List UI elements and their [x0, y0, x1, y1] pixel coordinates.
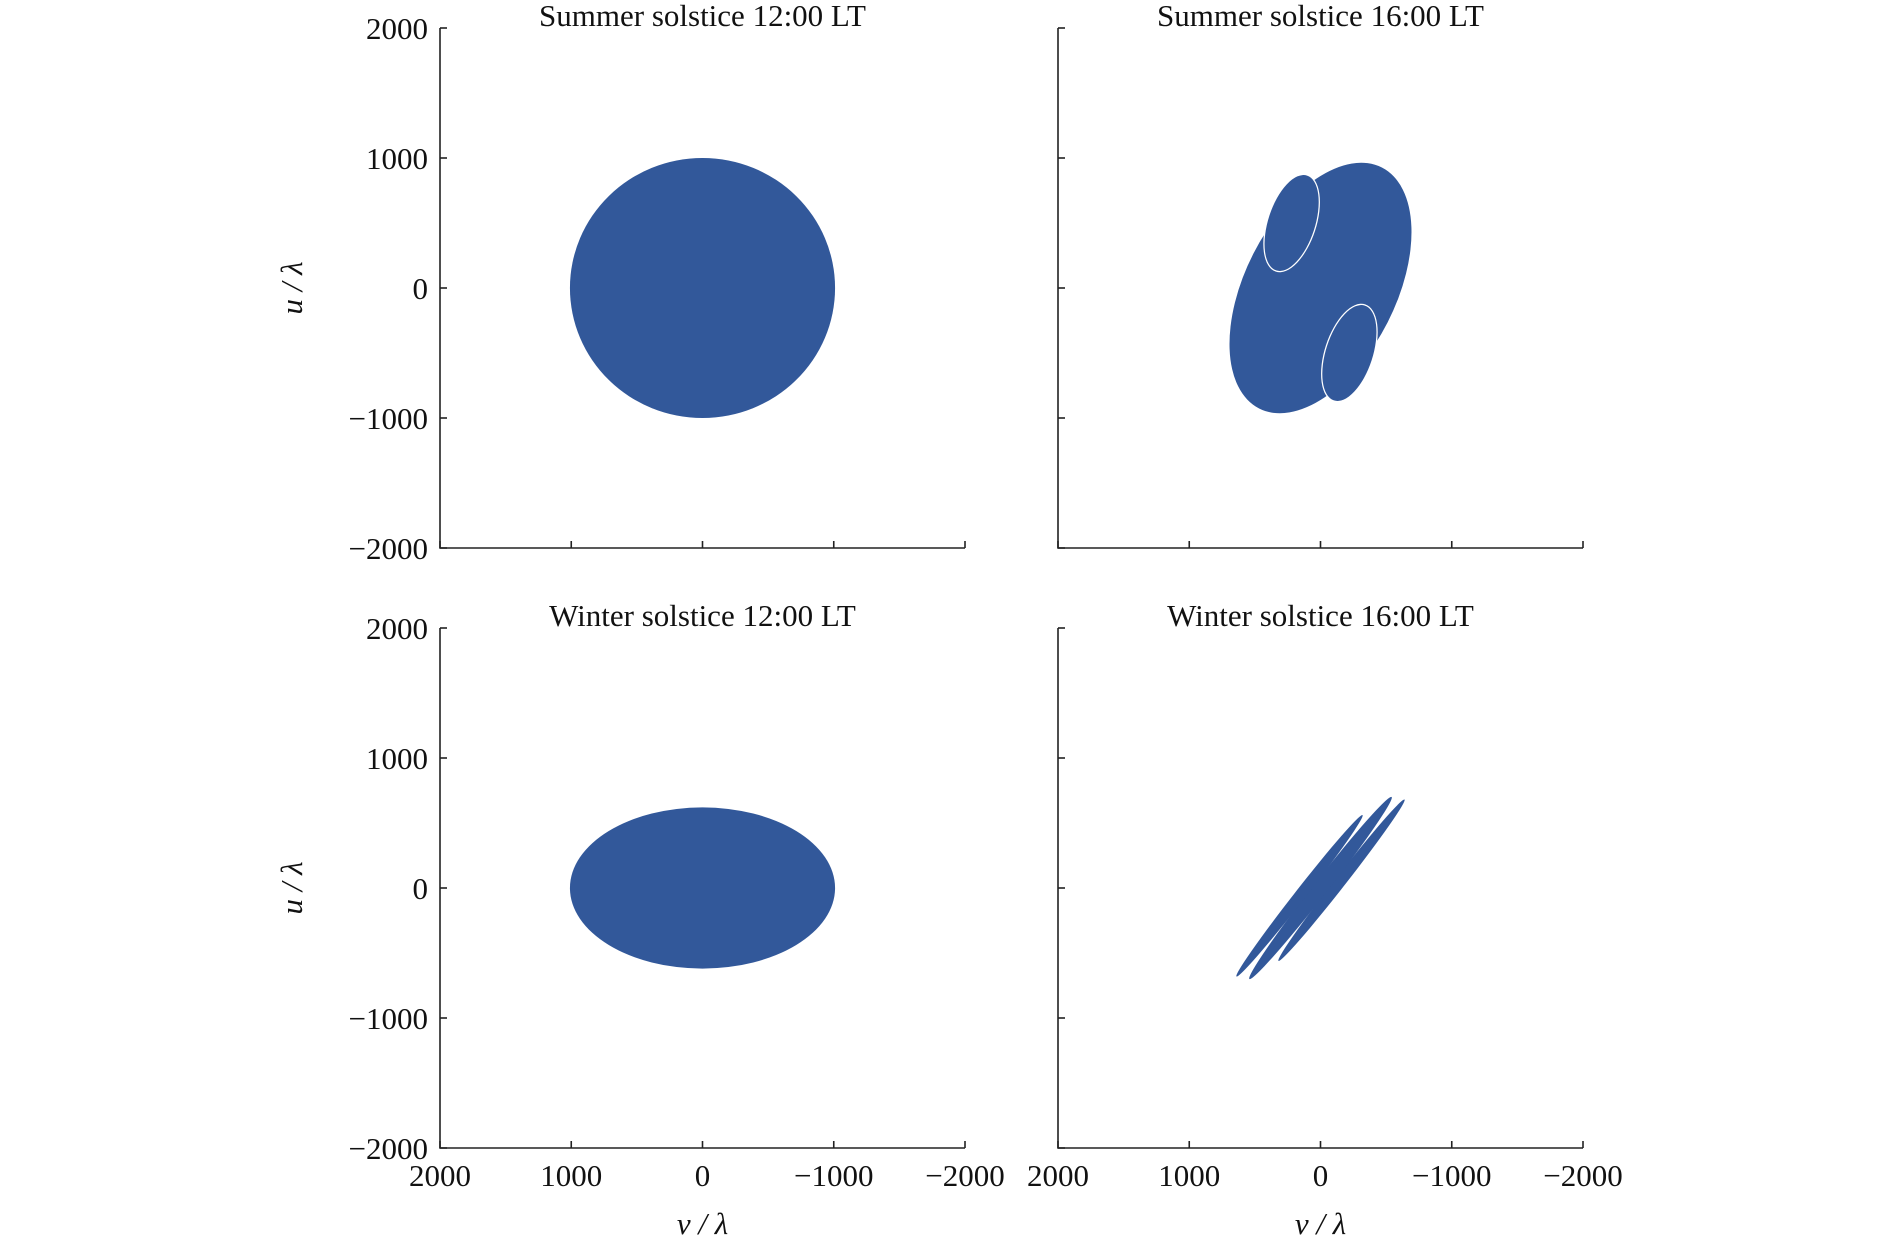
y-tick-label: 1000 [366, 141, 428, 176]
panel-winter-1600: 2000 1000 0 −1000 −2000 Winter solstice 16:00… [1027, 598, 1623, 1241]
y-tick-label: −1000 [349, 401, 428, 436]
panel-title: Summer solstice 12:00 LT [539, 0, 866, 33]
y-tick-label: 0 [413, 871, 429, 906]
coverage-summer-1200 [569, 158, 836, 418]
panels-group: 2000 1000 0 −1000 −2000 Summer solstice 12:00… [274, 0, 1623, 1241]
x-tick-label: 1000 [540, 1158, 602, 1193]
coverage-winter-1600 [1236, 796, 1405, 980]
y-tick-label: −1000 [349, 1001, 428, 1036]
y-tick-label: −2000 [349, 1131, 428, 1166]
y-axis-label: u / λ [274, 261, 309, 314]
uv-coverage-ellipse [569, 158, 836, 418]
coverage-summer-1600 [1229, 162, 1412, 414]
y-tick-label: 0 [413, 271, 429, 306]
panel-title: Winter solstice 12:00 LT [549, 598, 856, 633]
y-tick-label: 2000 [366, 611, 428, 646]
y-tick-label: 2000 [366, 11, 428, 46]
uv-coverage-band-3 [1236, 815, 1363, 977]
panel-summer-1600: Summer solstice 16:00 LT [1057, 0, 1584, 549]
coverage-winter-1200 [569, 807, 836, 969]
y-axis-label: u / λ [274, 861, 309, 914]
coverage-lobe-1 [1264, 175, 1319, 271]
x-tick-label: −1000 [1412, 1158, 1491, 1193]
x-axis-label: v / λ [1295, 1206, 1346, 1241]
uv-coverage-band-1 [1278, 799, 1405, 961]
y-tick-label: −2000 [349, 531, 428, 566]
x-tick-label: 2000 [409, 1158, 471, 1193]
x-tick-label: −2000 [1543, 1158, 1622, 1193]
uv-coverage-band-2 [1249, 796, 1392, 980]
coverage-lobe-2 [1322, 305, 1377, 401]
x-tick-label: −2000 [925, 1158, 1004, 1193]
panel-summer-1200: 2000 1000 0 −1000 −2000 Summer solstice 12:00… [274, 0, 966, 566]
x-tick-label: −1000 [794, 1158, 873, 1193]
panel-title: Summer solstice 16:00 LT [1157, 0, 1484, 33]
x-tick-label: 0 [695, 1158, 711, 1193]
x-tick-label: 2000 [1027, 1158, 1089, 1193]
y-tick-label: 1000 [366, 741, 428, 776]
x-tick-label: 0 [1313, 1158, 1329, 1193]
x-axis-label: v / λ [677, 1206, 728, 1241]
x-tick-label: 1000 [1158, 1158, 1220, 1193]
panel-title: Winter solstice 16:00 LT [1167, 598, 1474, 633]
uv-coverage-ellipse [569, 807, 836, 969]
uv-coverage-ellipse [1229, 162, 1412, 414]
